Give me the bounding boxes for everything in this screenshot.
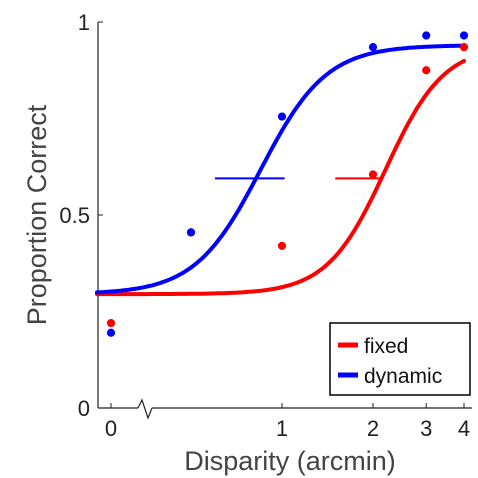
x-tick-label: 2 — [367, 416, 379, 441]
fixed-legend-label: fixed — [364, 335, 408, 358]
dynamic-data-point — [107, 329, 114, 336]
dynamic-data-point — [278, 113, 285, 120]
dynamic-data-point — [423, 32, 430, 39]
dynamic-legend-label: dynamic — [364, 365, 442, 388]
data-points — [107, 32, 467, 336]
y-axis-label: Proportion Correct — [22, 104, 52, 325]
y-tick-label: 0.5 — [59, 203, 90, 228]
dynamic-data-point — [460, 32, 467, 39]
x-tick-label: 4 — [458, 416, 470, 441]
dynamic-data-point — [187, 229, 194, 236]
fixed-data-point — [460, 43, 467, 50]
fixed-data-point — [107, 319, 114, 326]
fit-curves — [97, 46, 464, 294]
x-tick-label: 3 — [420, 416, 432, 441]
axis-break-mark — [138, 400, 152, 418]
fixed-data-point — [278, 242, 285, 249]
dynamic-fit-curve — [97, 46, 464, 293]
y-tick-label: 1 — [78, 10, 90, 35]
x-tick-label: 0 — [105, 416, 117, 441]
x-tick-label: 1 — [276, 416, 288, 441]
y-tick-label: 0 — [78, 396, 90, 421]
fixed-data-point — [369, 171, 376, 178]
fixed-data-point — [423, 67, 430, 74]
dynamic-data-point — [369, 43, 376, 50]
legend: fixed dynamic — [330, 323, 470, 395]
x-axis-label: Disparity (arcmin) — [184, 446, 396, 476]
